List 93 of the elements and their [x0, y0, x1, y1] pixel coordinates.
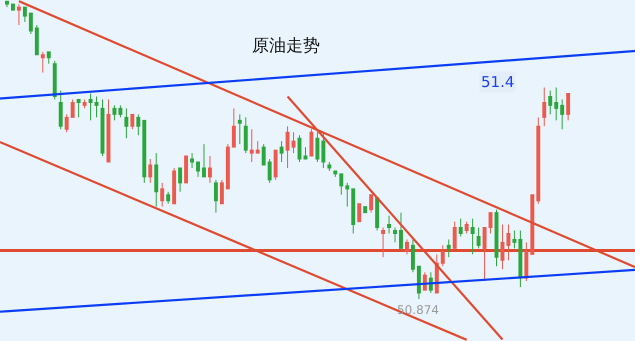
candlestick — [298, 134, 302, 163]
candlestick — [440, 244, 445, 267]
candlestick — [548, 90, 552, 115]
candlestick — [5, 0, 9, 8]
candlestick — [345, 182, 350, 208]
candlestick — [416, 266, 421, 300]
candlestick — [172, 167, 176, 204]
candlestick — [202, 144, 206, 178]
candlestick — [178, 167, 182, 192]
candlestick — [10, 4, 15, 11]
candlestick — [464, 221, 469, 234]
candlestick — [238, 114, 242, 145]
candlestick — [244, 116, 248, 154]
candlestick — [70, 98, 75, 118]
candlestick — [190, 152, 194, 168]
candlestick — [512, 230, 516, 249]
candlestick — [399, 212, 403, 249]
candlestick — [76, 98, 81, 118]
candlestick — [446, 238, 451, 258]
candlestick — [369, 194, 374, 214]
candlestick — [88, 93, 93, 121]
candlestick — [226, 144, 230, 190]
candlestick — [130, 114, 134, 130]
candlestick — [404, 238, 409, 255]
candlestick — [274, 150, 278, 180]
candlestick — [470, 218, 475, 255]
candlestick — [321, 132, 326, 168]
candlestick — [536, 116, 540, 204]
candlestick — [232, 108, 236, 148]
candlestick — [530, 194, 534, 255]
candlestick — [518, 230, 522, 288]
candlestick — [476, 227, 481, 249]
candlestick — [566, 93, 570, 121]
candlestick — [286, 126, 290, 168]
candlestick — [500, 224, 504, 270]
candlestick — [142, 120, 146, 184]
candlestick — [136, 114, 140, 136]
candlestick — [339, 173, 344, 196]
candlestick — [333, 170, 338, 178]
candlestick — [58, 90, 63, 130]
candlestick — [327, 162, 332, 172]
candlestick — [208, 156, 212, 184]
candlestick — [196, 162, 200, 178]
candlestick — [351, 188, 356, 234]
annotation: 50.874 — [397, 303, 439, 317]
candlestick — [34, 24, 39, 56]
candlestick — [154, 152, 158, 208]
candlestick — [94, 96, 98, 118]
candlestick — [106, 98, 110, 163]
candlestick — [292, 132, 296, 154]
candlestick — [100, 98, 104, 157]
candlestick — [375, 197, 380, 232]
candlestick — [488, 212, 492, 234]
candlestick — [268, 158, 272, 184]
candlestick — [112, 104, 116, 121]
candlestick — [148, 158, 152, 184]
candlestick — [64, 114, 69, 133]
candlestick — [315, 132, 320, 163]
candlestick — [506, 224, 510, 261]
candlestick — [82, 98, 87, 109]
candlestick — [28, 12, 33, 34]
candlestick — [542, 87, 546, 127]
candlestick — [46, 51, 51, 64]
candlestick — [262, 144, 266, 166]
candlestick — [387, 215, 392, 234]
candlestick — [118, 104, 122, 118]
candlestick — [560, 98, 564, 130]
annotation: 51.4 — [481, 73, 514, 91]
candlestick — [160, 182, 164, 208]
candlestick — [363, 206, 368, 214]
candlestick — [554, 87, 558, 121]
candlestick — [452, 221, 457, 249]
candlestick — [381, 227, 386, 258]
candlestick — [22, 6, 27, 23]
candlestick — [250, 128, 254, 163]
candlestick — [214, 179, 218, 214]
candlestick — [124, 108, 128, 139]
candlestick — [309, 128, 314, 157]
candlestick — [524, 242, 528, 282]
candlestick — [357, 203, 362, 222]
candlestick — [304, 146, 308, 160]
candlestick — [16, 4, 21, 26]
candlestick — [393, 227, 397, 243]
candlestick — [458, 218, 463, 237]
text: 原油走势 — [252, 36, 320, 56]
candlestick — [256, 140, 260, 154]
candlestick — [166, 191, 170, 204]
candlestick — [494, 209, 498, 267]
candlestick — [220, 179, 224, 204]
candlestick — [40, 51, 45, 74]
candlestick — [184, 156, 188, 184]
candlestick — [280, 140, 284, 163]
candlestick — [410, 238, 415, 273]
